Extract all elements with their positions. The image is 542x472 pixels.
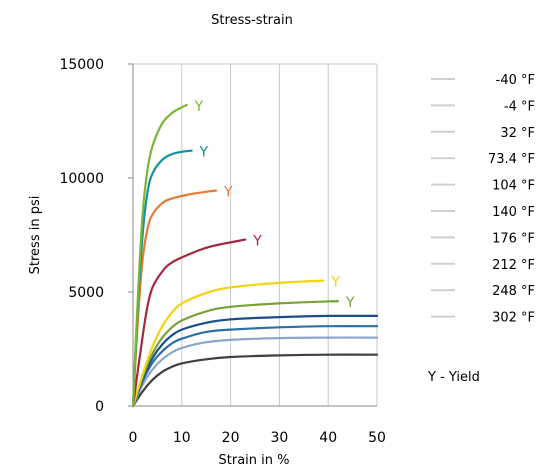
series-line (131, 103, 188, 408)
x-tick-label: 30 (270, 430, 288, 446)
series-line (131, 325, 379, 408)
x-tick-label: 50 (368, 430, 386, 446)
y-tick-labels: 0 5000 10000 15000 (59, 57, 104, 415)
yield-marker-label: Y (345, 295, 355, 311)
legend-label: 248 °F (492, 284, 535, 299)
legend-label: 176 °F (492, 231, 535, 246)
y-tick-label: 10000 (59, 171, 104, 187)
legend-label: 140 °F (492, 205, 535, 220)
y-tick-label: 15000 (59, 57, 104, 73)
legend-label: 302 °F (492, 311, 535, 326)
yield-marker-label: Y (194, 99, 204, 115)
legend: -40 °F -4 °F 32 °F 73.4 °F 104 °F 140 °F 176 °… (431, 73, 535, 326)
x-tick-labels: 0 10 20 30 40 50 (129, 430, 386, 446)
series-line (131, 279, 325, 408)
x-tick-label: 0 (129, 430, 138, 446)
yield-note: Y - Yield (427, 370, 480, 385)
x-tick-label: 40 (319, 430, 337, 446)
yield-marker-label: Y (223, 185, 233, 201)
legend-label: 104 °F (492, 179, 535, 194)
x-tick-label: 10 (173, 430, 191, 446)
y-tick-label: 5000 (68, 285, 104, 301)
legend-label: -4 °F (504, 99, 535, 114)
y-axis-label: Stress in psi (28, 196, 43, 275)
legend-label: 212 °F (492, 258, 535, 273)
chart-title: Stress-strain (211, 13, 293, 28)
series-line (131, 336, 379, 408)
y-tick-label: 0 (95, 399, 104, 415)
yield-marker-label: Y (252, 234, 262, 250)
x-axis-label: Strain in % (219, 453, 290, 468)
yield-marker-label: Y (330, 275, 340, 291)
series-line (131, 238, 247, 408)
legend-label: 73.4 °F (488, 152, 535, 167)
series-line (131, 314, 379, 408)
axes (128, 63, 377, 407)
legend-label: 32 °F (500, 126, 535, 141)
x-tick-label: 20 (222, 430, 240, 446)
yield-marker-label: Y (199, 145, 209, 161)
series-line (131, 300, 340, 408)
series-line (131, 353, 379, 408)
series-lines (131, 103, 379, 408)
legend-label: -40 °F (496, 73, 535, 88)
